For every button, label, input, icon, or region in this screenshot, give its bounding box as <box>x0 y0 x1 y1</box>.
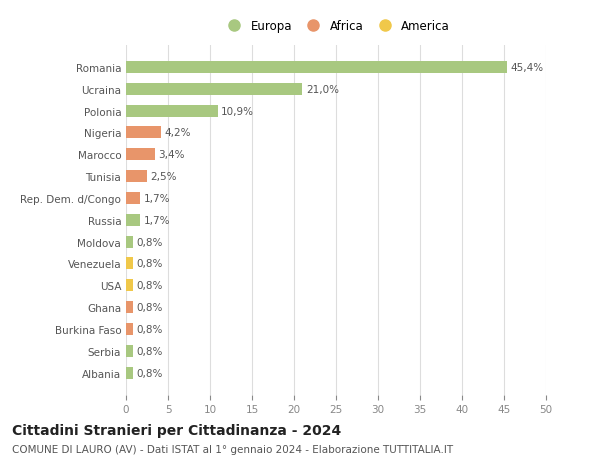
Text: 0,8%: 0,8% <box>136 346 163 356</box>
Bar <box>126 171 147 183</box>
Text: Cittadini Stranieri per Cittadinanza - 2024: Cittadini Stranieri per Cittadinanza - 2… <box>12 423 341 437</box>
Bar <box>126 280 133 292</box>
Text: 10,9%: 10,9% <box>221 106 254 116</box>
Bar <box>126 345 133 357</box>
Bar <box>126 258 133 270</box>
Text: 4,2%: 4,2% <box>164 128 191 138</box>
Bar <box>126 367 133 379</box>
Text: 2,5%: 2,5% <box>151 172 177 182</box>
Bar <box>126 149 155 161</box>
Text: 45,4%: 45,4% <box>511 63 544 73</box>
Text: 3,4%: 3,4% <box>158 150 184 160</box>
Text: 1,7%: 1,7% <box>143 215 170 225</box>
Text: 1,7%: 1,7% <box>143 194 170 203</box>
Text: 0,8%: 0,8% <box>136 368 163 378</box>
Text: 0,8%: 0,8% <box>136 281 163 291</box>
Text: 0,8%: 0,8% <box>136 237 163 247</box>
Bar <box>126 106 218 118</box>
Bar <box>126 192 140 205</box>
Text: 21,0%: 21,0% <box>306 84 339 95</box>
Bar <box>126 127 161 139</box>
Bar <box>126 302 133 313</box>
Bar <box>126 323 133 335</box>
Text: 0,8%: 0,8% <box>136 259 163 269</box>
Text: 0,8%: 0,8% <box>136 325 163 334</box>
Bar <box>126 214 140 226</box>
Bar <box>126 236 133 248</box>
Bar <box>126 84 302 95</box>
Text: COMUNE DI LAURO (AV) - Dati ISTAT al 1° gennaio 2024 - Elaborazione TUTTITALIA.I: COMUNE DI LAURO (AV) - Dati ISTAT al 1° … <box>12 444 453 454</box>
Text: 0,8%: 0,8% <box>136 302 163 313</box>
Bar <box>126 62 508 74</box>
Legend: Europa, Africa, America: Europa, Africa, America <box>218 17 454 37</box>
